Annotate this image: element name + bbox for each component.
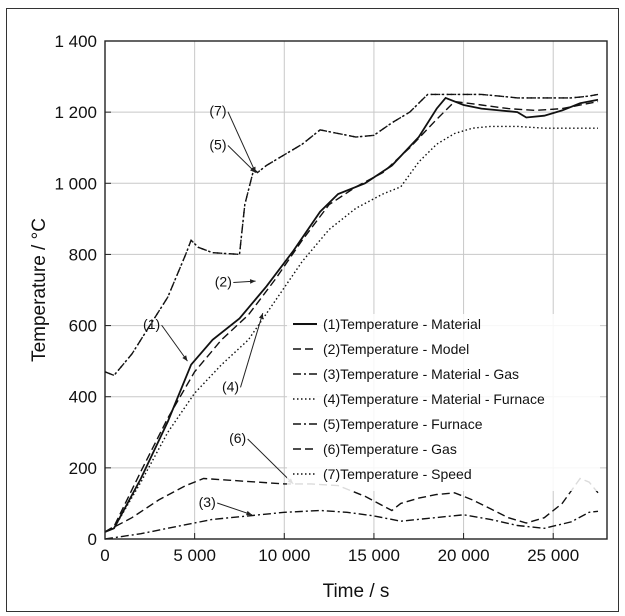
- annotation-label: (3): [199, 494, 216, 510]
- chart-frame: 0 5 000 10 000 15 000 20 000 25 000 0 200 400 60…: [6, 8, 619, 612]
- legend-entry: (4)Temperature - Material - Furnace: [323, 391, 545, 407]
- annotation-arrowhead: [258, 313, 264, 320]
- y-tick-label: 200: [69, 459, 97, 478]
- annotation-arrow: [161, 324, 188, 362]
- x-tick-label: 25 000: [527, 546, 579, 565]
- y-tick-label: 800: [69, 245, 97, 264]
- annotation-label: (5): [209, 136, 226, 152]
- series-line-2: [104, 100, 599, 533]
- series-layer: [104, 93, 599, 540]
- annotation-label: (7): [209, 103, 226, 119]
- annotation-arrow: [240, 312, 264, 388]
- annotation-arrowhead: [251, 166, 256, 173]
- legend-entry: (5)Temperature - Furnace: [323, 416, 483, 432]
- annotation-label: (4): [222, 378, 239, 394]
- annotation-label: (2): [215, 273, 232, 289]
- legend-entry: (6)Temperature - Gas: [323, 441, 457, 457]
- legend-entry: (2)Temperature - Model: [323, 341, 469, 357]
- plot-border: [104, 40, 608, 540]
- y-axis-ticks: 0 200 400 600 800 1 000 1 200 1 400: [54, 32, 111, 549]
- legend-entry: (3)Temperature - Material - Gas: [323, 366, 519, 382]
- annotation-arrow: [247, 438, 294, 485]
- series-line-1: [104, 96, 599, 533]
- annotation-label: (1): [143, 316, 160, 332]
- x-tick-label: 10 000: [258, 546, 310, 565]
- line-chart: 0 5 000 10 000 15 000 20 000 25 000 0 200 400 60…: [29, 32, 608, 602]
- series-line-4: [104, 125, 598, 533]
- annotation-arrowhead: [249, 279, 256, 284]
- legend: (1)Temperature - Material (2)Temperature …: [287, 314, 600, 491]
- annotation-arrowhead: [182, 355, 188, 362]
- x-tick-label: 0: [100, 546, 109, 565]
- annotation-arrow: [227, 145, 256, 173]
- y-axis-label: Temperature / °C: [29, 218, 50, 362]
- series-line-3: [104, 509, 599, 540]
- x-axis-label: Time / s: [323, 581, 390, 602]
- y-tick-label: 0: [88, 530, 97, 549]
- x-tick-label: 15 000: [348, 546, 400, 565]
- legend-entry: (1)Temperature - Material: [323, 316, 481, 332]
- legend-entry: (7)Temperature - Speed: [323, 466, 472, 482]
- series-line-7: [104, 93, 599, 377]
- annotations: (1) (2) (3) (4) (5) (6) (7): [143, 103, 294, 516]
- x-axis-ticks: 0 5 000 10 000 15 000 20 000 25 000: [100, 533, 579, 565]
- annotation-arrow: [227, 111, 257, 173]
- annotation-arrowhead: [246, 510, 253, 516]
- y-tick-label: 600: [69, 317, 97, 336]
- x-tick-label: 5 000: [173, 546, 216, 565]
- y-tick-label: 1 200: [54, 103, 97, 122]
- series-line-6: [104, 477, 599, 533]
- annotation-label: (6): [229, 430, 246, 446]
- legend-background: [287, 314, 600, 491]
- y-tick-label: 1 000: [54, 174, 97, 193]
- y-tick-label: 400: [69, 388, 97, 407]
- x-tick-label: 20 000: [438, 546, 490, 565]
- y-tick-label: 1 400: [54, 32, 97, 51]
- annotation-arrow: [217, 502, 253, 516]
